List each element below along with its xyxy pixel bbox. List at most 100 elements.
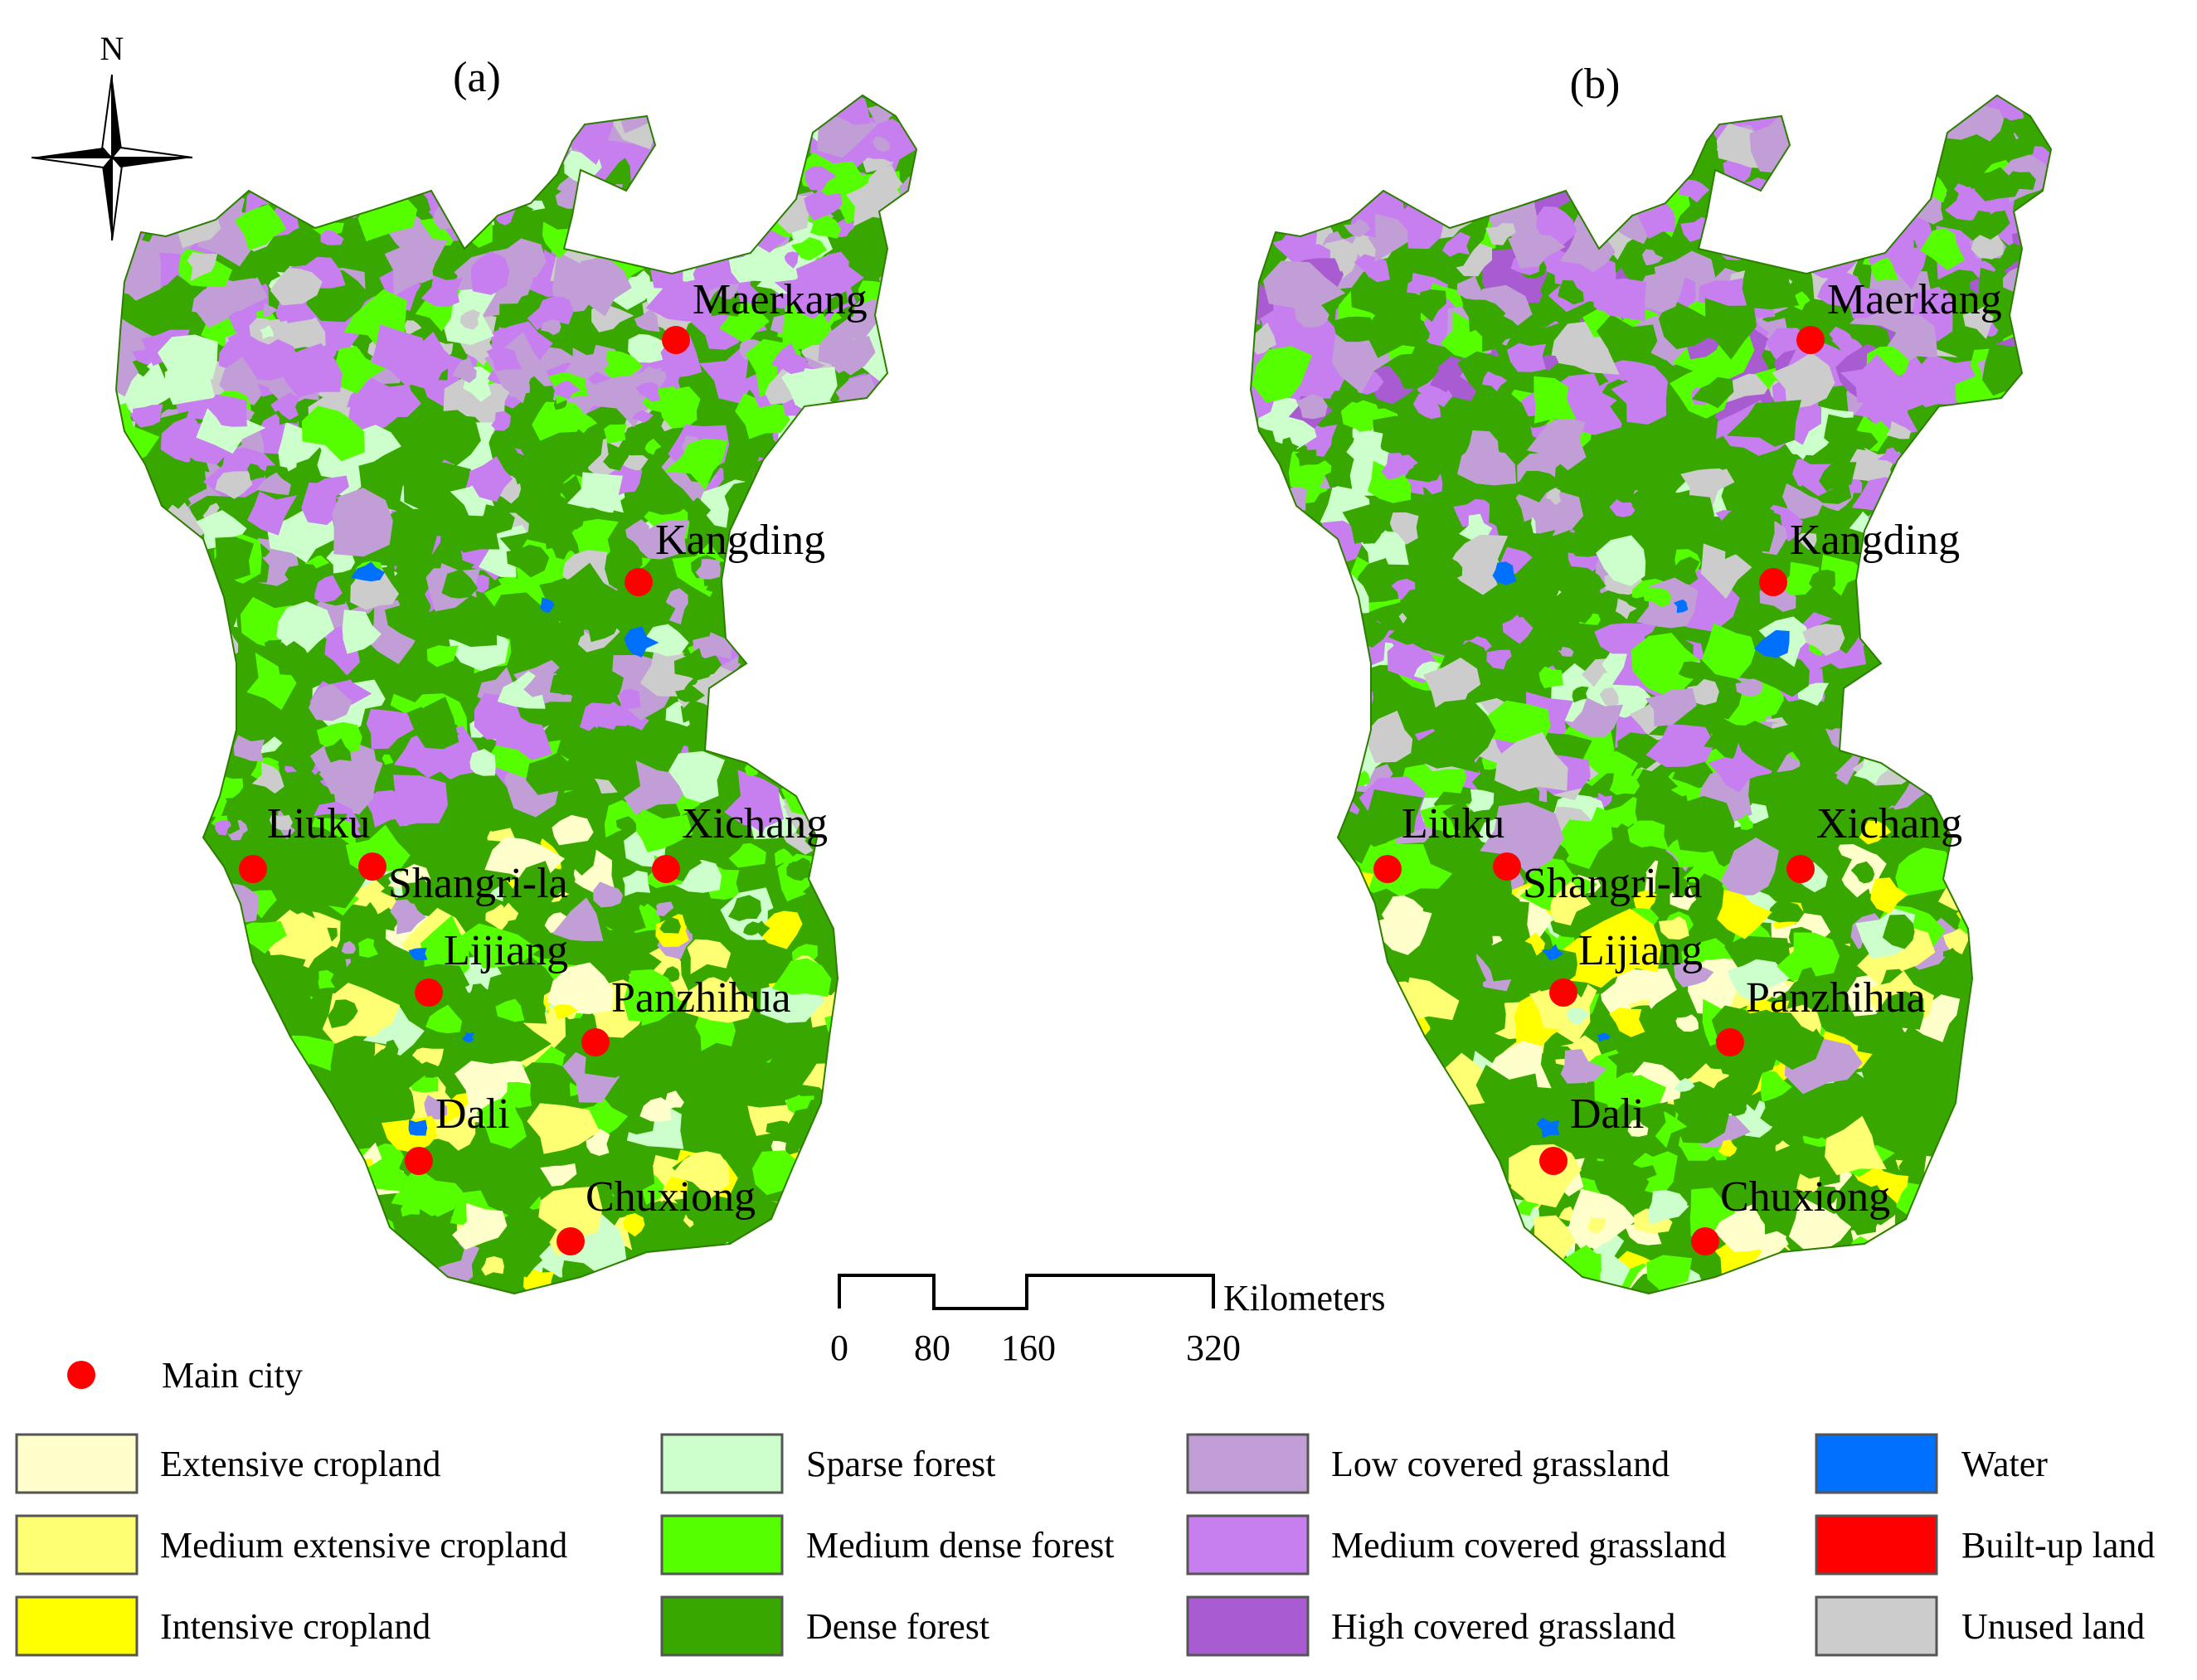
land-cover-patch — [1973, 624, 2039, 682]
panel-label: (b) — [1570, 61, 1621, 108]
land-cover-patch — [1967, 899, 2012, 944]
land-cover-patch — [255, 1221, 301, 1275]
land-cover-patch — [566, 626, 585, 642]
land-cover-patch — [1314, 153, 1342, 173]
land-cover-patch — [1277, 486, 1307, 512]
land-cover-patch — [1378, 1222, 1401, 1249]
land-cover-patch — [1251, 943, 1258, 998]
land-cover-patch — [435, 100, 472, 132]
land-cover-patch — [798, 740, 868, 799]
land-cover-patch — [1251, 930, 1279, 957]
land-cover-patch — [1857, 1012, 1915, 1069]
land-cover-patch — [119, 718, 184, 780]
land-cover-patch — [888, 1262, 916, 1294]
land-cover-map — [1249, 94, 2053, 1295]
land-cover-patch — [1282, 888, 1304, 908]
city-marker — [415, 978, 443, 1007]
land-cover-patch — [1981, 725, 2047, 789]
land-cover-patch — [1288, 1009, 1350, 1053]
land-cover-patch — [1363, 1178, 1381, 1193]
land-cover-patch — [1631, 633, 1701, 700]
land-cover-patch — [699, 347, 755, 404]
land-cover-patch — [327, 1153, 351, 1173]
land-cover-patch — [1626, 95, 1689, 131]
land-cover-patch — [1923, 95, 1968, 124]
land-cover-patch — [1870, 877, 1908, 915]
land-cover-patch — [1266, 176, 1336, 235]
city-marker — [652, 855, 680, 883]
land-cover-patch — [1830, 1255, 1870, 1287]
main-city-legend-marker — [67, 1361, 95, 1389]
land-cover-patch — [116, 519, 158, 589]
land-cover-patch — [866, 1209, 894, 1231]
land-cover-patch — [1463, 430, 1504, 471]
land-cover-patch — [1896, 470, 1953, 517]
land-cover-patch — [785, 463, 829, 492]
land-cover-patch — [385, 599, 440, 641]
land-cover-patch — [1283, 747, 1297, 763]
land-cover-patch — [859, 1232, 902, 1264]
city-label: Xichang — [1816, 800, 1962, 847]
land-cover-patch — [224, 1139, 260, 1181]
land-cover-patch — [145, 697, 195, 731]
land-cover-patch — [116, 605, 137, 648]
land-cover-patch — [1397, 1105, 1444, 1157]
land-cover-patch — [1251, 922, 1307, 963]
land-cover-patch — [1434, 558, 1463, 580]
land-cover-patch — [1266, 840, 1305, 876]
land-cover-patch — [1305, 625, 1337, 653]
land-cover-patch — [1309, 876, 1373, 918]
land-cover-patch — [567, 224, 587, 239]
land-cover-patch — [1616, 129, 1670, 171]
land-cover-patch — [425, 1004, 463, 1034]
land-cover-patch — [1458, 102, 1490, 131]
land-cover-patch — [771, 958, 832, 997]
land-cover-patch — [1451, 148, 1504, 194]
land-cover-patch — [566, 413, 598, 434]
land-cover-patch — [242, 1128, 289, 1164]
land-cover-patch — [813, 1226, 875, 1267]
land-cover-patch — [116, 979, 126, 1017]
land-cover-patch — [445, 174, 468, 193]
land-cover-patch — [1266, 1219, 1290, 1241]
land-cover-patch — [270, 268, 323, 306]
land-cover-patch — [1850, 861, 1875, 885]
land-cover-patch — [1874, 588, 1898, 609]
land-cover-patch — [891, 199, 916, 249]
land-cover-patch — [1991, 1091, 2015, 1110]
land-cover-patch — [1278, 1255, 1305, 1279]
land-cover-patch — [1568, 601, 1595, 624]
land-cover-patch — [334, 346, 386, 394]
land-cover-patch — [1535, 532, 1554, 551]
land-cover-patch — [1845, 108, 1901, 148]
land-cover-patch — [1251, 586, 1298, 632]
land-cover-patch — [808, 410, 834, 436]
land-cover-patch — [881, 1015, 916, 1050]
legend-label: Unused land — [1961, 1606, 2145, 1647]
land-cover-patch — [187, 1027, 207, 1040]
land-cover-patch — [127, 95, 180, 125]
land-cover-patch — [134, 918, 181, 955]
land-cover-patch — [1277, 838, 1346, 892]
land-cover-patch — [1310, 119, 1374, 157]
land-cover-patch — [1949, 642, 2003, 687]
land-cover-patch — [1839, 1284, 1865, 1294]
land-cover-patch — [826, 642, 892, 696]
land-cover-patch — [240, 997, 267, 1027]
land-cover-patch — [491, 410, 511, 431]
land-cover-patch — [1959, 558, 1990, 586]
land-cover-patch — [1620, 1075, 1666, 1108]
land-cover-patch — [123, 970, 170, 1028]
land-cover-patch — [1781, 561, 1820, 596]
land-cover-patch — [1462, 299, 1506, 333]
land-cover-patch — [872, 136, 890, 153]
land-cover-patch — [282, 1213, 306, 1230]
water-body — [408, 1119, 428, 1136]
land-cover-patch — [1760, 1071, 1792, 1103]
land-cover-patch — [263, 1196, 299, 1232]
land-cover-patch — [1875, 704, 1925, 740]
land-cover-patch — [855, 903, 907, 944]
land-cover-patch — [1826, 95, 1885, 141]
land-cover-patch — [616, 1009, 673, 1059]
land-cover-patch — [1442, 231, 1470, 257]
